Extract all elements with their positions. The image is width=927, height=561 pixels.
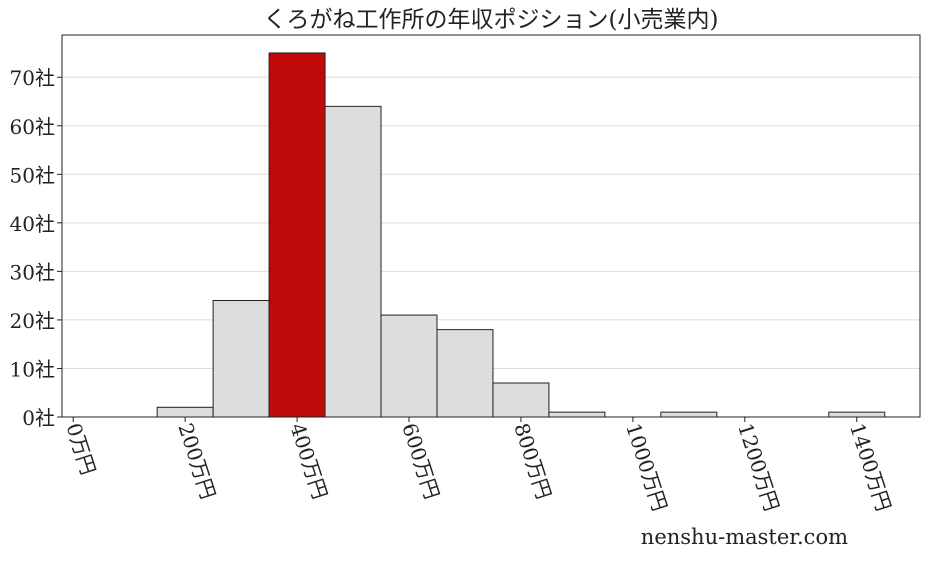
x-tick-label: 600万円 bbox=[397, 420, 444, 502]
histogram-bar bbox=[436, 329, 494, 418]
histogram-bar bbox=[492, 382, 550, 418]
histogram-bar bbox=[212, 300, 270, 418]
highlighted-bar bbox=[268, 52, 326, 418]
histogram-bar bbox=[324, 105, 382, 418]
histogram-bar bbox=[660, 411, 718, 418]
watermark: nenshu-master.com bbox=[641, 525, 848, 549]
x-tick-label: 400万円 bbox=[285, 420, 332, 502]
y-tick-label: 30社 bbox=[10, 260, 55, 284]
x-tick-label: 200万円 bbox=[173, 420, 220, 502]
plot-frame bbox=[61, 34, 921, 418]
chart-title: くろがね工作所の年収ポジション(小売業内) bbox=[264, 7, 719, 33]
x-tick-label: 1000万円 bbox=[621, 420, 672, 514]
y-tick-label: 0社 bbox=[22, 406, 55, 430]
x-tick-label: 0万円 bbox=[61, 420, 100, 478]
x-tick-label: 1200万円 bbox=[733, 420, 784, 514]
y-tick-label: 50社 bbox=[10, 163, 55, 187]
histogram-bar bbox=[548, 411, 606, 418]
histogram-bar bbox=[828, 411, 886, 418]
y-tick-label: 10社 bbox=[10, 357, 55, 381]
x-tick-label: 800万円 bbox=[509, 420, 556, 502]
y-tick-label: 60社 bbox=[10, 115, 55, 139]
y-tick-label: 70社 bbox=[10, 66, 55, 90]
y-tick-label: 20社 bbox=[10, 309, 55, 333]
histogram-bar bbox=[380, 314, 438, 418]
y-tick-label: 40社 bbox=[10, 212, 55, 236]
histogram-bar bbox=[156, 406, 214, 418]
x-tick-label: 1400万円 bbox=[845, 420, 896, 514]
